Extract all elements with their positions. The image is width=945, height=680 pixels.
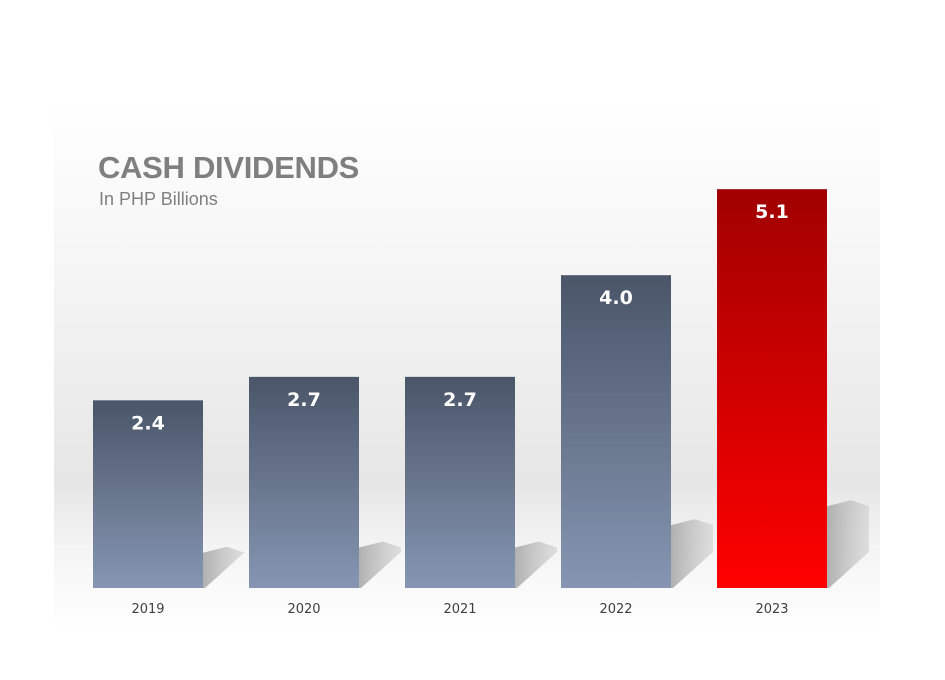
bars-group — [93, 189, 827, 588]
bar-2020 — [249, 376, 359, 588]
value-label-2021: 2.7 — [443, 389, 477, 411]
value-label-2022: 4.0 — [599, 287, 633, 309]
x-tick-label-2021: 2021 — [443, 602, 476, 617]
value-labels-group: 2.4 2.7 2.7 4.0 5.1 — [131, 201, 789, 434]
bar-shadow — [359, 541, 401, 588]
value-label-2019: 2.4 — [131, 412, 165, 434]
x-tick-label-2023: 2023 — [755, 602, 788, 617]
bar-shadow — [671, 519, 713, 588]
bar-2023 — [717, 189, 827, 588]
bar-shadow — [203, 546, 245, 588]
bar-shadow — [515, 541, 557, 588]
x-tick-label-2020: 2020 — [287, 602, 320, 617]
x-tick-label-2019: 2019 — [131, 602, 164, 617]
bar-shadows — [203, 500, 869, 588]
x-tick-label-2022: 2022 — [599, 602, 632, 617]
chart-title: CASH DIVIDENDS — [98, 150, 360, 185]
bar-2022 — [561, 275, 671, 588]
bar-2021 — [405, 376, 515, 588]
value-label-2023: 5.1 — [755, 201, 789, 223]
bar-shadow — [827, 500, 869, 588]
x-tick-labels-group: 2019 2020 2021 2022 2023 — [131, 602, 788, 617]
chart-subtitle: In PHP Billions — [99, 189, 218, 209]
bar-2019 — [93, 400, 203, 588]
value-label-2020: 2.7 — [287, 389, 321, 411]
